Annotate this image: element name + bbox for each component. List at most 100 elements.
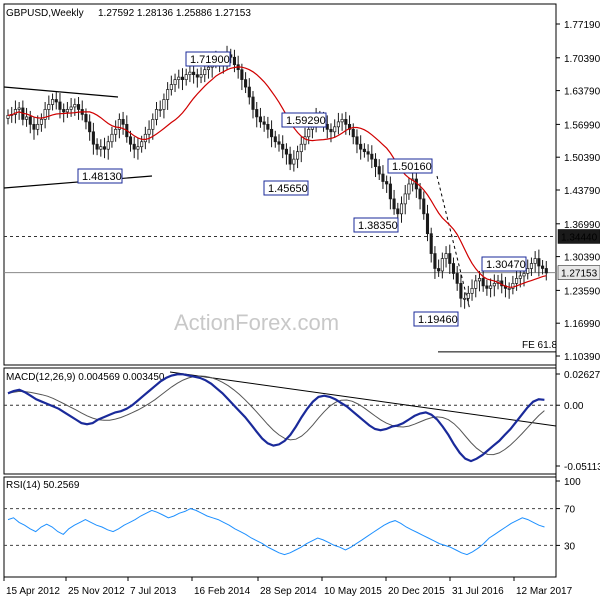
candle-body bbox=[463, 297, 467, 300]
candle-body bbox=[140, 141, 144, 148]
trend-line-upper bbox=[3, 86, 119, 98]
candle-body bbox=[392, 198, 396, 210]
candle-body bbox=[399, 203, 404, 215]
rsi-y-tick-label: 70 bbox=[564, 505, 576, 516]
candle-body bbox=[518, 275, 522, 279]
rsi-y-tick-label: 100 bbox=[564, 477, 581, 488]
candle-body bbox=[244, 79, 248, 88]
candle-body bbox=[106, 141, 110, 150]
candle-body bbox=[340, 119, 344, 123]
candle-body bbox=[32, 123, 36, 130]
price-annotation-label: 1.19460 bbox=[418, 314, 458, 326]
candle-body bbox=[355, 136, 359, 145]
candle-body bbox=[50, 99, 55, 105]
candle-body bbox=[362, 148, 366, 153]
watermark: ActionForex.com bbox=[174, 310, 339, 335]
price-annotation-label: 1.30470 bbox=[486, 259, 526, 271]
candle-body bbox=[544, 268, 548, 274]
candle-body bbox=[344, 119, 348, 125]
candle-body bbox=[281, 143, 285, 150]
chart-title: GBPUSD,Weekly bbox=[6, 8, 84, 19]
candle-body bbox=[433, 253, 437, 269]
rsi-title: RSI(14) 50.2569 bbox=[6, 480, 80, 491]
candle-body bbox=[73, 104, 77, 108]
candle-body bbox=[299, 143, 303, 153]
candle-body bbox=[347, 123, 352, 130]
candle-body bbox=[25, 116, 29, 120]
candle-body bbox=[507, 288, 511, 290]
candle-body bbox=[277, 141, 281, 145]
candle-body bbox=[91, 131, 95, 145]
candle-body bbox=[54, 99, 58, 103]
candle-body bbox=[128, 136, 133, 145]
x-tick-label: 25 Nov 2012 bbox=[68, 586, 125, 597]
candle-body bbox=[95, 143, 99, 150]
candle-body bbox=[470, 288, 474, 294]
y-tick-label: 1.50390 bbox=[564, 153, 600, 164]
candle-body bbox=[425, 213, 430, 235]
candle-body bbox=[459, 283, 463, 299]
price-annotation-label: 1.59290 bbox=[286, 115, 326, 127]
candle-body bbox=[444, 253, 448, 259]
price-annotation-box bbox=[387, 158, 433, 174]
macd-y-tick-label: 0.00 bbox=[564, 401, 584, 412]
candle-body bbox=[333, 126, 337, 133]
candle-body bbox=[17, 107, 21, 110]
candle-body bbox=[481, 278, 485, 287]
candle-body bbox=[537, 258, 541, 267]
candle-body bbox=[255, 109, 259, 118]
x-tick-label: 7 Jul 2013 bbox=[130, 586, 177, 597]
candle-body bbox=[195, 74, 199, 78]
candle-body bbox=[403, 193, 407, 205]
candle-body bbox=[529, 263, 533, 269]
price-annotation-label: 1.38350 bbox=[358, 220, 398, 232]
candle-body bbox=[143, 133, 147, 143]
candle-body bbox=[43, 109, 47, 120]
candle-body bbox=[388, 183, 392, 200]
macd-y-tick-label: -0.051137 bbox=[564, 462, 600, 473]
candle-body bbox=[117, 119, 121, 130]
candle-body bbox=[377, 166, 381, 175]
candle-body bbox=[132, 143, 136, 150]
y-tick-label: 1.23590 bbox=[564, 286, 600, 297]
candle-body bbox=[121, 119, 125, 125]
candle-body bbox=[188, 71, 192, 75]
macd-line bbox=[7, 373, 545, 463]
candle-body bbox=[396, 208, 400, 215]
candle-body bbox=[28, 116, 32, 125]
candle-body bbox=[307, 128, 311, 138]
candle-body bbox=[162, 99, 166, 110]
candle-body bbox=[203, 69, 207, 75]
y-tick-label: 1.36990 bbox=[564, 220, 600, 231]
candle-body bbox=[88, 121, 92, 133]
x-tick-label: 10 May 2015 bbox=[324, 586, 382, 597]
price-annotation-label: 1.48130 bbox=[82, 171, 122, 183]
price-annotation-box bbox=[413, 311, 459, 327]
candle-body bbox=[292, 158, 296, 165]
macd-signal-line bbox=[7, 375, 545, 456]
candle-body bbox=[76, 104, 81, 110]
y-tick-label: 1.56990 bbox=[564, 120, 600, 131]
candle-body bbox=[385, 181, 389, 185]
candle-body bbox=[258, 116, 262, 123]
candle-body bbox=[36, 123, 40, 130]
candle-body bbox=[158, 109, 162, 111]
candle-body bbox=[13, 109, 17, 115]
candle-body bbox=[184, 74, 188, 80]
candle-body bbox=[169, 84, 173, 90]
x-tick-label: 28 Sep 2014 bbox=[260, 586, 317, 597]
macd-y-tick-label: 0.026276 bbox=[564, 370, 600, 381]
candle-body bbox=[99, 146, 103, 150]
rsi-line bbox=[7, 508, 545, 556]
price-badge bbox=[557, 265, 600, 280]
candle-body bbox=[422, 198, 426, 215]
candle-body bbox=[247, 86, 251, 98]
candle-body bbox=[240, 69, 244, 80]
macd-panel-frame bbox=[3, 367, 557, 475]
candle-body bbox=[136, 146, 140, 150]
candle-body bbox=[266, 123, 270, 130]
candle-body bbox=[366, 151, 370, 155]
price-annotation-label: 1.45650 bbox=[268, 183, 308, 195]
